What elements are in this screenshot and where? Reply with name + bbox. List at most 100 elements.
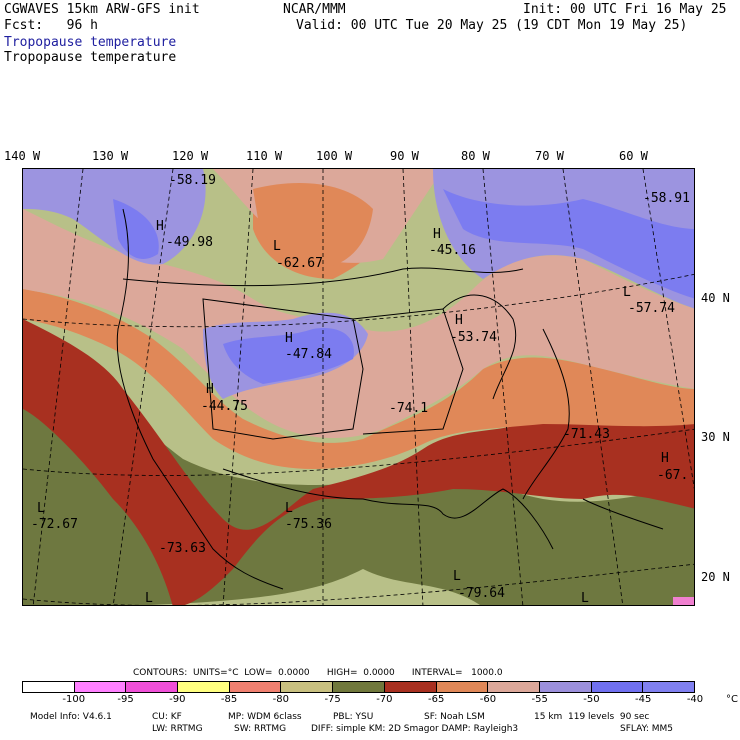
contours-info: CONTOURS: UNITS=°C LOW= 0.0000 HIGH= 0.0… — [133, 668, 503, 678]
color-swatch — [229, 682, 282, 692]
lat-lon-grid — [23, 169, 694, 605]
longwave-scheme: LW: RRTMG — [152, 724, 203, 734]
shade-blue-ne — [443, 189, 694, 299]
color-swatch — [74, 682, 127, 692]
grid-line-lon — [112, 169, 174, 605]
gulf-coast — [222, 468, 554, 550]
center-label: L — [273, 239, 281, 254]
boundaries — [116, 208, 664, 590]
shade-blue-central — [223, 328, 354, 384]
center-label: L — [623, 285, 631, 300]
shade-orange — [23, 289, 694, 469]
center-label: H — [433, 227, 441, 242]
grid-info: 15 km 119 levels 90 sec — [534, 712, 650, 722]
center-label: -57.74 — [628, 301, 675, 316]
surface-scheme: SF: Noah LSM — [424, 712, 485, 722]
center-label: -75.36 — [285, 517, 332, 532]
shade-red-brown — [23, 319, 694, 605]
grid-line-lon — [482, 169, 524, 605]
color-swatch — [281, 682, 334, 692]
center-label: -62.67 — [276, 256, 323, 271]
color-swatch — [591, 682, 644, 692]
color-scale-tick: -45 — [635, 694, 652, 705]
surface-layer-scheme: SFLAY: MM5 — [620, 724, 674, 734]
color-scale — [22, 681, 695, 693]
center-label: H — [156, 219, 164, 234]
organization: NCAR/MMM — [283, 2, 346, 17]
center-label: -47.84 — [285, 347, 332, 362]
field-title-contour: Tropopause temperature — [4, 50, 177, 65]
shade-pink-beige — [23, 209, 694, 438]
forecast-hour: Fcst: 96 h — [4, 18, 98, 33]
color-scale-tick: -95 — [117, 694, 134, 705]
color-swatch — [384, 682, 437, 692]
shade-lavender-nw — [23, 169, 206, 265]
state-lines — [352, 308, 464, 435]
color-swatch — [436, 682, 489, 692]
center-label: -67. — [657, 468, 689, 483]
lon-label: 60 W — [619, 149, 648, 163]
caribbean-islands — [582, 498, 664, 530]
center-label: H — [455, 313, 463, 328]
center-label: -53.74 — [450, 330, 497, 345]
field-title-shaded: Tropopause temperature — [4, 35, 177, 50]
center-label: -79.64 — [458, 586, 505, 601]
diffusion-damping: DIFF: simple KM: 2D Smagor DAMP: Rayleig… — [311, 724, 519, 734]
microphysics-scheme: MP: WDM 6class — [228, 712, 302, 722]
us-canada-border — [122, 267, 524, 287]
color-swatch — [333, 682, 385, 692]
color-scale-tick: -50 — [583, 694, 600, 705]
color-swatch — [488, 682, 540, 692]
forecast-map[interactable]: -58.19 H -49.98 L -62.67 H -45.16 -58.91… — [22, 168, 695, 606]
shortwave-scheme: SW: RRTMG — [234, 724, 287, 734]
color-scale-tick: -65 — [427, 694, 445, 705]
init-time: Init: 00 UTC Fri 16 May 25 — [523, 2, 727, 17]
grid-line-lon — [32, 169, 84, 605]
color-swatch — [23, 682, 75, 692]
color-scale-tick: -40 — [686, 694, 704, 705]
center-label: -45.16 — [429, 243, 476, 258]
center-label: -71.43 — [563, 427, 610, 442]
grid-line-lon — [222, 169, 254, 605]
color-swatch — [178, 682, 230, 692]
lon-label: 90 W — [390, 149, 419, 163]
grid-line-lon — [562, 169, 624, 605]
model-title: CGWAVES 15km ARW-GFS init — [4, 2, 200, 17]
east-coast — [522, 328, 570, 500]
color-scale-tick: -100 — [62, 694, 86, 705]
color-scale-tick: -85 — [220, 694, 238, 705]
center-label: -72.67 — [31, 517, 78, 532]
center-label: L — [37, 501, 45, 516]
color-scale-tick: -60 — [479, 694, 497, 705]
center-label: L — [453, 569, 461, 584]
color-swatch — [126, 682, 179, 692]
color-swatch — [539, 682, 592, 692]
lon-label: 130 W — [92, 149, 129, 163]
center-label: -74.1 — [389, 401, 429, 416]
lon-label: 80 W — [461, 149, 490, 163]
cumulus-scheme: CU: KF — [152, 712, 182, 722]
grid-line-lon — [402, 169, 424, 605]
center-label: -44.75 — [201, 399, 248, 414]
lat-label: 20 N — [701, 570, 730, 584]
center-label: H — [285, 331, 293, 346]
lon-label: 110 W — [246, 149, 283, 163]
pbl-scheme: PBL: YSU — [333, 712, 374, 722]
color-scale-tick: -55 — [531, 694, 548, 705]
color-scale-tick: -75 — [324, 694, 341, 705]
lat-label: 40 N — [701, 291, 730, 305]
center-label: -58.19 — [169, 173, 216, 188]
center-label: L — [581, 591, 589, 606]
center-label: L — [145, 591, 153, 606]
shade-pink-se — [673, 597, 694, 605]
model-info: Model Info: V4.6.1 — [30, 712, 112, 722]
lon-label: 120 W — [172, 149, 209, 163]
center-label: H — [661, 451, 669, 466]
color-swatch — [643, 682, 694, 692]
color-scale-tick: -70 — [376, 694, 393, 705]
center-label: -58.91 — [643, 191, 690, 206]
center-label: H — [206, 382, 214, 397]
lon-label: 70 W — [535, 149, 564, 163]
center-label: -73.63 — [159, 541, 206, 556]
shade-orange-core — [253, 183, 373, 269]
